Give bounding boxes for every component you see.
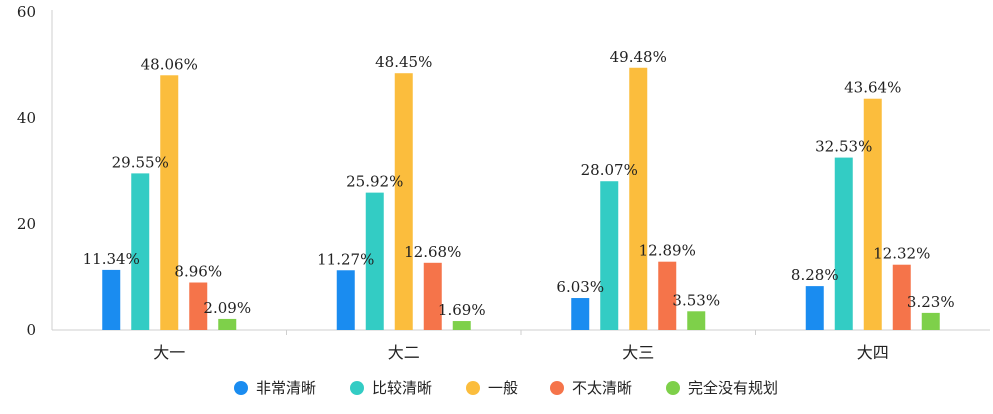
bar-value-label: 48.06%	[141, 55, 198, 73]
y-tick-label: 60	[17, 3, 36, 21]
data-labels: 11.34% 29.55% 48.06% 8.96% 2.09% 11.27% 25.92%…	[83, 48, 955, 319]
bar-4-4	[892, 264, 911, 330]
bar-3-4	[863, 98, 882, 330]
bar-value-label: 25.92%	[346, 173, 403, 191]
bar-3-1	[160, 75, 179, 330]
axes: 0 20 40 60 大一 大二 大三 大四	[17, 3, 990, 362]
bar-value-label: 12.68%	[404, 243, 461, 261]
bar-value-label: 1.69%	[438, 301, 486, 319]
bar-3-3	[629, 67, 648, 331]
legend-label: 完全没有规划	[688, 379, 778, 397]
x-category-label: 大四	[857, 343, 889, 362]
bar-4-3	[658, 261, 677, 330]
bar-value-label: 43.64%	[844, 79, 901, 97]
bar-4-1	[189, 282, 208, 330]
bar-1-1	[102, 269, 121, 330]
bar-5-1	[218, 318, 237, 330]
bar-5-2	[452, 321, 471, 330]
bar-value-label: 32.53%	[815, 138, 872, 156]
bar-2-3	[600, 181, 619, 330]
legend-marker	[550, 381, 564, 395]
bar-value-label: 48.45%	[375, 53, 432, 71]
bar-4-2	[423, 262, 442, 330]
legend-label: 非常清晰	[256, 379, 316, 397]
bar-1-2	[336, 270, 355, 330]
x-category-label: 大二	[388, 343, 420, 362]
bar-1-4	[805, 286, 824, 330]
bar-value-label: 2.09%	[203, 299, 251, 317]
legend-label: 一般	[488, 379, 518, 397]
legend-label: 比较清晰	[372, 379, 432, 397]
y-tick-label: 20	[17, 215, 36, 233]
bar-5-4	[921, 312, 940, 330]
bar-value-label: 28.07%	[581, 161, 638, 179]
bar-value-label: 3.53%	[672, 291, 720, 309]
bars	[102, 67, 940, 331]
bar-value-label: 49.48%	[610, 48, 667, 66]
bar-value-label: 12.89%	[639, 242, 696, 260]
legend: 非常清晰 比较清晰 一般 不太清晰 完全没有规划	[234, 379, 778, 397]
x-category-label: 大一	[153, 343, 185, 362]
legend-marker	[350, 381, 364, 395]
bar-value-label: 8.96%	[174, 263, 222, 281]
bar-1-3	[571, 298, 590, 330]
x-category-label: 大三	[622, 343, 654, 362]
y-tick-label: 40	[17, 109, 36, 127]
bar-3-2	[394, 73, 413, 330]
bar-value-label: 11.34%	[83, 250, 140, 268]
bar-value-label: 6.03%	[556, 278, 604, 296]
bar-value-label: 11.27%	[317, 250, 374, 268]
legend-marker	[234, 381, 248, 395]
bar-2-2	[365, 192, 384, 330]
y-tick-label: 0	[26, 321, 36, 339]
bar-value-label: 8.28%	[791, 266, 839, 284]
bar-value-label: 29.55%	[112, 153, 169, 171]
legend-label: 不太清晰	[572, 379, 632, 397]
legend-marker	[666, 381, 680, 395]
bar-value-label: 12.32%	[873, 245, 930, 263]
bar-value-label: 3.23%	[907, 293, 955, 311]
bar-2-4	[834, 157, 853, 330]
bar-5-3	[687, 311, 706, 330]
bar-2-1	[131, 173, 150, 330]
legend-marker	[466, 381, 480, 395]
